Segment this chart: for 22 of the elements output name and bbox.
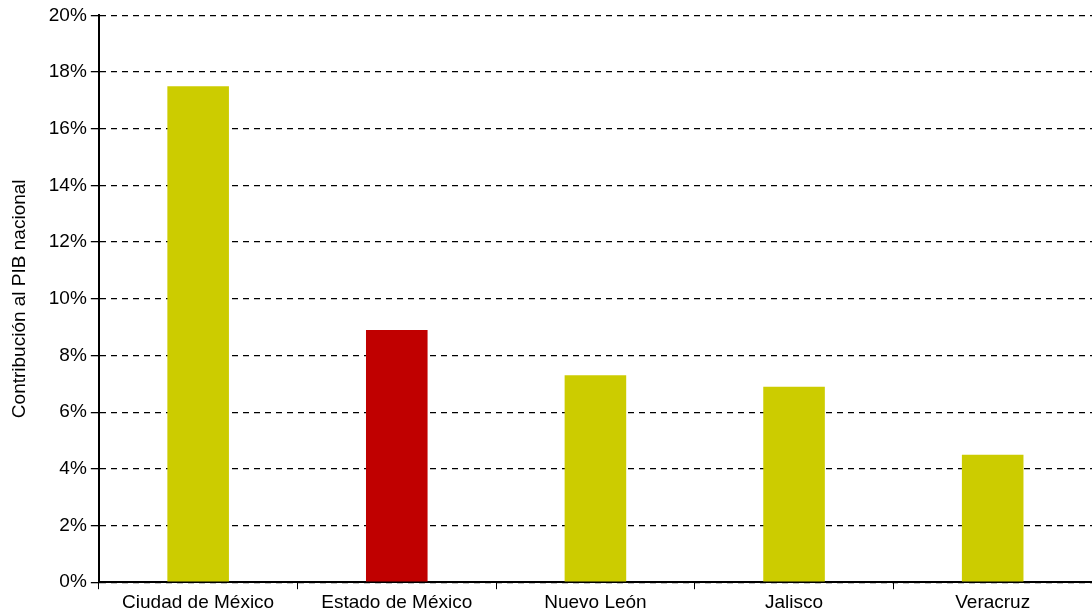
- x-tick-label: Nuevo León: [544, 590, 647, 612]
- y-tick-label: 16%: [48, 116, 87, 138]
- x-tick-label: Jalisco: [765, 590, 824, 612]
- y-tick-label: 2%: [59, 513, 87, 535]
- y-tick-label: 8%: [59, 343, 87, 365]
- bar: [167, 86, 229, 582]
- bar: [564, 375, 627, 582]
- x-tick-label: Estado de México: [321, 590, 473, 612]
- bar: [365, 329, 428, 582]
- y-tick-label: 10%: [48, 287, 87, 309]
- y-tick-label: 0%: [59, 570, 87, 592]
- x-tick-label: Veracruz: [955, 590, 1031, 612]
- bar: [763, 386, 825, 582]
- bar: [961, 454, 1024, 582]
- y-tick-label: 18%: [48, 60, 87, 82]
- y-tick-label: 12%: [48, 230, 87, 252]
- y-axis-title: Contribución al PIB nacional: [7, 179, 29, 419]
- x-tick-label: Ciudad de México: [122, 590, 275, 612]
- y-tick-label: 14%: [48, 173, 87, 195]
- y-tick-label: 20%: [48, 3, 87, 25]
- y-tick-label: 6%: [59, 400, 87, 422]
- y-tick-label: 4%: [59, 457, 87, 479]
